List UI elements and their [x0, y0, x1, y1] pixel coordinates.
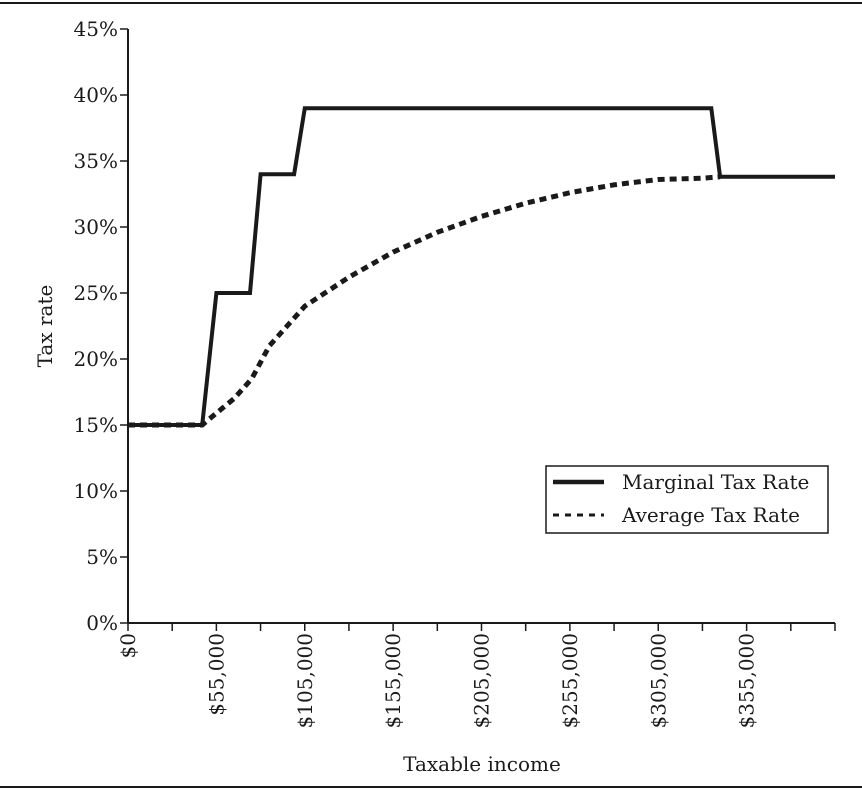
marginal-tax-rate-line: [128, 106, 835, 427]
y-tick-label: 20%: [74, 347, 118, 371]
y-tick-label: 0%: [86, 611, 118, 635]
legend: Marginal Tax Rate Average Tax Rate: [545, 465, 829, 534]
x-tick-label: $55,000: [204, 633, 228, 716]
x-tick-label: $0: [116, 633, 140, 658]
x-axis-title: Taxable income: [403, 752, 561, 776]
x-tick-label: $305,000: [646, 633, 670, 728]
y-tick-label: 35%: [74, 149, 118, 173]
axes: [127, 29, 835, 624]
y-tick-label: 10%: [74, 479, 118, 503]
x-tick-label: $355,000: [735, 633, 759, 728]
y-tick-label: 40%: [74, 83, 118, 107]
legend-marginal-label: Marginal Tax Rate: [622, 470, 809, 494]
y-tick-label: 5%: [86, 545, 118, 569]
y-tick-label: 30%: [74, 215, 118, 239]
average-tax-rate-line: [128, 174, 721, 428]
x-tick-label: $205,000: [470, 633, 494, 728]
x-tick-label: $105,000: [293, 633, 317, 728]
y-tick-label: 15%: [74, 413, 118, 437]
y-axis-title: Tax rate: [33, 285, 57, 368]
x-tick-label: $155,000: [381, 633, 405, 728]
y-tick-label: 45%: [74, 17, 118, 41]
axis-ticks: 0% 5% 10% 15% 20% 25% 30% 35% 40% 45% $0 $55,000 $10…: [74, 17, 836, 728]
x-tick-label: $255,000: [558, 633, 582, 728]
legend-box: [545, 465, 829, 534]
y-tick-label: 25%: [74, 281, 118, 305]
series-layer: [128, 106, 835, 428]
legend-average-label: Average Tax Rate: [621, 503, 800, 527]
